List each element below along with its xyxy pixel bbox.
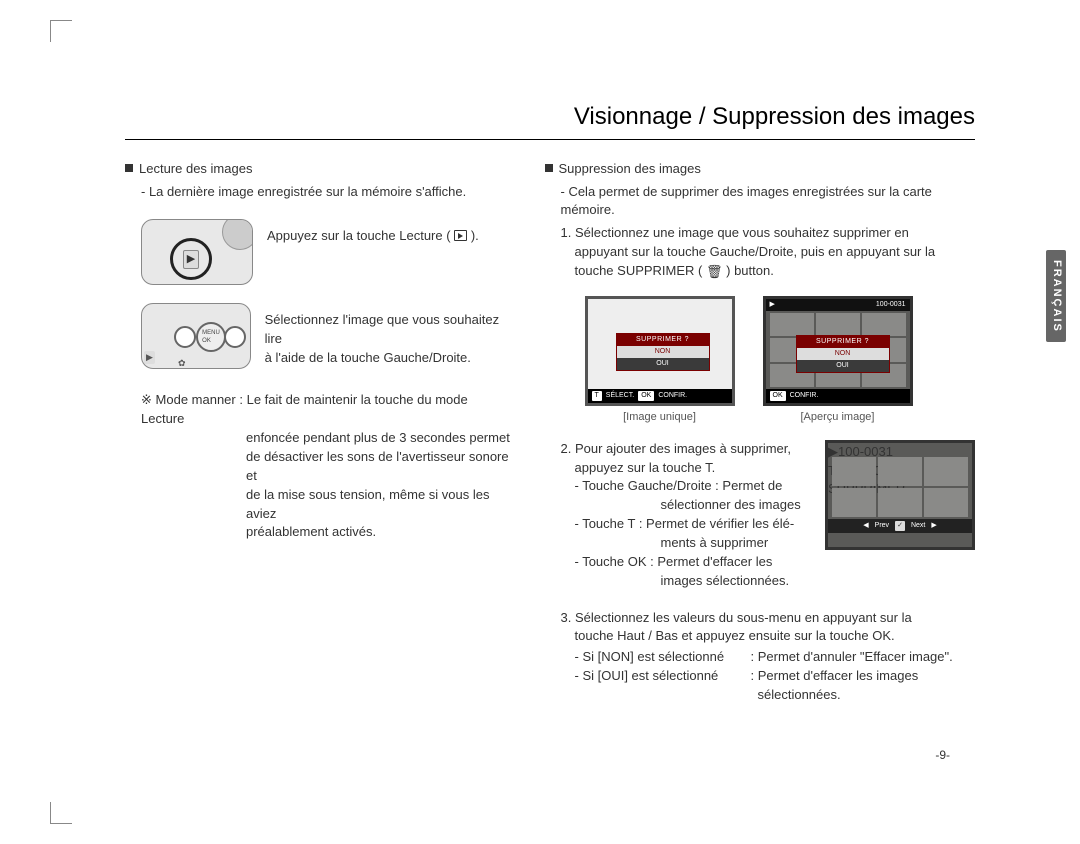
lcd-bottom-bar: T SÉLECT. OK CONFIR. — [588, 389, 732, 403]
delete-dialog: SUPPRIMER ? NON OUI — [616, 333, 710, 371]
lcd-thumbnail-view: ▶100-0031 SUPPRIMER ? NON OUI OK CONF — [763, 296, 913, 426]
crop-mark-bl — [50, 802, 72, 824]
thumbnail-grid — [832, 457, 968, 517]
s2-line5: - Touche OK : Permet d'effacer les — [561, 553, 976, 572]
dialog-opt-non: NON — [617, 346, 709, 358]
lcd-select-view: ▶100-0031 ◀Prev ✓ Next▶ T SÉLECT. — [825, 440, 975, 550]
lcd-caption: [Aperçu image] — [763, 410, 913, 426]
def-oui-val: : Permet d'effacer les images — [751, 667, 919, 686]
s2-line5b: images sélectionnées. — [561, 572, 976, 591]
bullet-icon — [545, 164, 553, 172]
nav-next: Next — [911, 521, 925, 531]
crop-mark-tl — [50, 20, 72, 42]
dialog-opt-oui: OUI — [797, 360, 889, 372]
mode-manner-note: ※ Mode manner : Le fait de maintenir la … — [125, 391, 515, 542]
section-heading: Suppression des images — [559, 161, 701, 176]
lcd-single-image: SUPPRIMER ? NON OUI T SÉLECT. OK CONFIR.… — [585, 296, 735, 426]
def-non-key: - Si [NON] est sélectionné — [575, 648, 751, 667]
step-1-row: ▶ Appuyez sur la touche Lecture ( ). — [141, 219, 515, 285]
column-left: Lecture des images - La dernière image e… — [125, 160, 515, 705]
nav-prev: Prev — [875, 521, 889, 531]
lcd-top-bar: ▶100-0031 — [766, 299, 910, 311]
section-suppression: Suppression des images — [545, 160, 976, 179]
column-right: Suppression des images - Cela permet de … — [545, 160, 976, 705]
section-subtext: - La dernière image enregistrée sur la m… — [125, 183, 515, 202]
note-symbol: ※ — [141, 392, 152, 407]
dialog-opt-oui: OUI — [617, 358, 709, 370]
page-content: Visionnage / Suppression des images Lect… — [125, 100, 975, 705]
s3-line1: 3. Sélectionnez les valeurs du sous-menu… — [561, 609, 976, 628]
section-lecture: Lecture des images — [125, 160, 515, 179]
note-line5: préalablement activés. — [246, 523, 515, 542]
step1-text-end: ). — [471, 228, 479, 243]
lcd-row: SUPPRIMER ? NON OUI T SÉLECT. OK CONFIR.… — [585, 296, 976, 426]
lcd-caption: [Image unique] — [585, 410, 735, 426]
bar-select: SÉLECT. — [606, 391, 634, 401]
key-t: T — [592, 391, 602, 401]
check-icon: ✓ — [895, 521, 905, 531]
lcd-bottom-bar: OK CONFIR. — [766, 389, 910, 403]
bullet-icon — [125, 164, 133, 172]
key-ok: OK — [638, 391, 654, 401]
note-label: Mode manner : — [156, 392, 243, 407]
dialog-header: SUPPRIMER ? — [617, 334, 709, 346]
def-oui-val2: sélectionnées. — [751, 686, 841, 705]
nav-row: ◀Prev ✓ Next▶ — [828, 519, 972, 533]
s3-line2: touche Haut / Bas et appuyez ensuite sur… — [561, 627, 976, 646]
step-3: 3. Sélectionnez les valeurs du sous-menu… — [545, 609, 976, 705]
s1-line1: 1. Sélectionnez une image que vous souha… — [561, 224, 976, 243]
note-line2: enfoncée pendant plus de 3 secondes perm… — [246, 429, 515, 448]
suppr-sub2: mémoire. — [545, 201, 976, 220]
step2-line1: Sélectionnez l'image que vous souhaitez … — [265, 311, 515, 349]
title-bar: Visionnage / Suppression des images — [125, 100, 975, 140]
suppr-sub1: - Cela permet de supprimer des images en… — [545, 183, 976, 202]
step1-text: Appuyez sur la touche Lecture ( — [267, 228, 451, 243]
page-number: -9- — [935, 747, 950, 764]
def-non-val: : Permet d'annuler "Effacer image". — [751, 648, 953, 667]
camera-crop-dpad: MENUOK ▶ ✿ — [141, 303, 251, 369]
language-tab: FRANÇAIS — [1046, 250, 1066, 342]
dialog-opt-non: NON — [797, 348, 889, 360]
def-oui-key: - Si [OUI] est sélectionné — [575, 667, 751, 686]
playback-icon — [454, 230, 467, 241]
step2-line2: à l'aide de la touche Gauche/Droite. — [265, 349, 515, 368]
bar-confir: CONFIR. — [658, 391, 687, 401]
s1-line3-end: ) button. — [726, 263, 774, 278]
image-id: 100-0031 — [876, 300, 906, 310]
bar-confir: CONFIR. — [790, 391, 819, 401]
note-line4: de la mise sous tension, même si vous le… — [246, 486, 515, 524]
key-ok: OK — [770, 391, 786, 401]
trash-icon: 🗑 — [706, 263, 723, 282]
step-1: 1. Sélectionnez une image que vous souha… — [545, 224, 976, 282]
note-line3: de désactiver les sons de l'avertisseur … — [246, 448, 515, 486]
dialog-header: SUPPRIMER ? — [797, 336, 889, 348]
camera-crop-play: ▶ — [141, 219, 253, 285]
s1-line2: appuyant sur la touche Gauche/Droite, pu… — [561, 243, 976, 262]
step-2-row: MENUOK ▶ ✿ Sélectionnez l'image que vous… — [141, 303, 515, 369]
delete-dialog: SUPPRIMER ? NON OUI — [796, 335, 890, 373]
s1-line3: touche SUPPRIMER ( — [575, 263, 703, 278]
step-2: ▶100-0031 ◀Prev ✓ Next▶ T SÉLECT. — [545, 440, 976, 591]
section-heading: Lecture des images — [139, 161, 252, 176]
page-title: Visionnage / Suppression des images — [125, 100, 975, 135]
